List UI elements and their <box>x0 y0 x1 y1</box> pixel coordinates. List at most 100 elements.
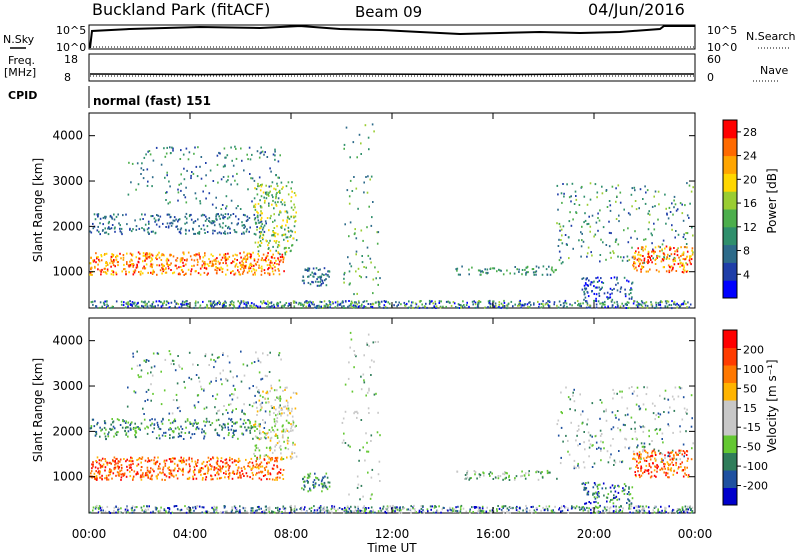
echo-cell <box>382 306 385 309</box>
echo-cell <box>586 277 588 280</box>
echo-cell <box>254 423 257 426</box>
echo-cell <box>217 213 219 216</box>
echo-cell <box>151 266 153 269</box>
echo-cell <box>279 412 281 415</box>
echo-cell <box>109 470 112 473</box>
echo-cell <box>274 148 276 151</box>
echo-cell <box>208 300 210 303</box>
echo-cell <box>249 304 251 307</box>
echo-cell <box>634 262 637 265</box>
echo-cell <box>298 301 301 304</box>
echo-cell <box>212 229 214 232</box>
echo-cell <box>170 269 172 271</box>
echo-cell <box>606 291 609 294</box>
echo-cell <box>185 459 188 462</box>
echo-cell <box>286 236 289 239</box>
echo-cell <box>656 467 658 470</box>
echo-cell <box>166 261 168 264</box>
echo-cell <box>673 301 676 304</box>
echo-cell <box>267 397 269 400</box>
echo-cell <box>195 300 197 303</box>
echo-cell <box>205 476 208 479</box>
echo-cell <box>236 223 239 226</box>
echo-cell <box>295 392 298 395</box>
echo-cell <box>667 411 670 414</box>
echo-cell <box>679 508 682 511</box>
echo-cell <box>214 268 216 271</box>
echo-cell <box>593 462 596 465</box>
echo-cell <box>465 304 468 307</box>
echo-cell <box>239 505 241 508</box>
echo-cell <box>631 187 634 190</box>
echo-cell <box>253 179 256 182</box>
echo-cell <box>281 253 284 256</box>
echo-cell <box>286 456 288 459</box>
echo-cell <box>362 495 364 498</box>
echo-cell <box>262 238 264 241</box>
echo-cell <box>127 386 129 389</box>
echo-cell <box>348 304 351 307</box>
echo-cell <box>278 269 280 272</box>
echo-cell <box>317 280 319 283</box>
echo-cell <box>670 253 673 256</box>
echo-cell <box>229 301 232 304</box>
echo-cell <box>148 150 151 152</box>
echo-cell <box>281 408 284 411</box>
echo-cell <box>514 266 516 268</box>
echo-cell <box>197 146 199 149</box>
echo-cell <box>225 458 228 461</box>
echo-cell <box>638 454 641 457</box>
echo-cell <box>345 508 348 511</box>
echo-cell <box>212 478 214 481</box>
echo-cell <box>178 218 181 221</box>
echo-cell <box>624 424 626 427</box>
echo-cell <box>355 355 357 358</box>
echo-cell <box>558 250 561 253</box>
echo-cell <box>670 269 673 272</box>
echo-cell <box>644 469 646 472</box>
echo-cell <box>271 457 273 459</box>
echo-cell <box>230 183 232 186</box>
echo-cell <box>192 363 194 366</box>
echo-cell <box>282 505 285 508</box>
echo-cell <box>442 305 444 308</box>
echo-cell <box>669 458 671 461</box>
echo-cell <box>666 300 668 303</box>
echo-cell <box>181 300 184 303</box>
echo-cell <box>172 431 175 434</box>
echo-cell <box>193 471 195 474</box>
echo-cell <box>215 262 217 265</box>
echo-cell <box>306 302 309 305</box>
echo-cell <box>658 429 661 432</box>
echo-cell <box>131 457 133 460</box>
echo-cell <box>219 261 221 264</box>
echo-cell <box>455 306 457 308</box>
echo-cell <box>97 214 99 217</box>
echo-cell <box>599 399 602 401</box>
echo-cell <box>177 228 179 231</box>
echo-cell <box>659 250 661 253</box>
echo-cell <box>248 230 250 233</box>
echo-cell <box>143 228 145 231</box>
echo-cell <box>251 362 253 365</box>
echo-cell <box>240 147 242 150</box>
echo-cell <box>307 269 309 272</box>
echo-cell <box>106 478 108 481</box>
echo-cell <box>253 258 256 261</box>
echo-cell <box>587 481 590 484</box>
echo-cell <box>248 270 250 273</box>
echo-cell <box>343 271 346 274</box>
echo-cell <box>360 276 362 279</box>
echo-cell <box>115 474 117 477</box>
echo-cell <box>412 507 414 510</box>
echo-cell <box>635 208 638 211</box>
echo-cell <box>157 304 159 307</box>
echo-cell <box>280 201 282 204</box>
echo-cell <box>460 304 462 307</box>
echo-cell <box>607 297 609 300</box>
echo-cell <box>560 391 562 394</box>
echo-cell <box>254 394 256 397</box>
echo-cell <box>207 466 209 469</box>
echo-cell <box>665 302 668 305</box>
echo-cell <box>268 458 270 461</box>
